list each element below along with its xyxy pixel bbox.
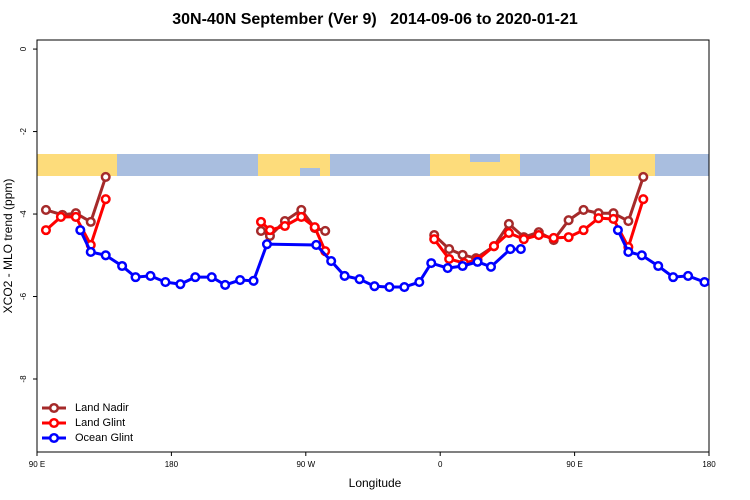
data-point [505, 244, 516, 255]
data-point [518, 234, 529, 245]
data-point [85, 246, 96, 258]
data-point [100, 194, 111, 205]
data-point [442, 263, 453, 274]
data-point [369, 281, 380, 292]
plot-frame [36, 39, 710, 453]
x-tick-label: 90 E [29, 460, 45, 469]
data-point [354, 274, 365, 285]
y-tick-label: -2 [19, 127, 28, 135]
data-point [472, 256, 483, 267]
data-point [235, 274, 246, 286]
data-point [533, 230, 544, 241]
data-point [503, 227, 514, 239]
data-point [296, 211, 307, 222]
data-point [130, 272, 141, 283]
data-point [563, 215, 574, 226]
data-point [175, 279, 186, 290]
data-point [261, 239, 273, 250]
data-point [264, 225, 276, 236]
data-point [699, 277, 710, 288]
data-point [414, 277, 425, 288]
data-point [40, 225, 52, 236]
series-line [45, 176, 645, 260]
legend-label: Ocean Glint [75, 432, 133, 444]
data-point [426, 258, 437, 269]
y-tick-label: -6 [19, 292, 28, 300]
data-point [563, 232, 574, 243]
legend-marker [48, 417, 60, 429]
data-point [279, 220, 290, 232]
map-band [37, 154, 709, 176]
data-point [70, 211, 81, 222]
legend-label: Land Glint [75, 417, 125, 429]
data-point [444, 244, 455, 255]
data-point [608, 213, 619, 225]
data-point [503, 218, 514, 229]
data-point [668, 272, 679, 283]
data-point [255, 216, 267, 227]
series-line [44, 198, 645, 265]
data-point [100, 250, 111, 261]
data-point [40, 204, 52, 215]
data-point [339, 270, 350, 281]
data-point [638, 194, 649, 205]
data-point [309, 222, 320, 233]
x-tick-label: 90 E [566, 460, 582, 469]
data-point [160, 277, 171, 288]
chart-title: 30N-40N September (Ver 9) 2014-09-06 to … [172, 11, 578, 28]
legend-marker [48, 402, 60, 414]
data-point [320, 225, 331, 236]
data-point [457, 249, 468, 260]
data-point [384, 281, 395, 293]
data-point [457, 260, 468, 272]
data-point [593, 213, 604, 224]
series-line [78, 229, 706, 289]
data-point [311, 239, 322, 251]
data-point [75, 225, 86, 236]
legend-label: Land Nadir [75, 402, 129, 414]
x-tick-label: 180 [702, 460, 716, 469]
data-point [190, 272, 201, 283]
legend: Land Nadir Land Glint Ocean Glint [42, 402, 133, 444]
y-axis-label: XCO2 - MLO trend (ppm) [1, 179, 15, 314]
data-point [636, 250, 647, 261]
y-tick-label: -8 [19, 375, 28, 383]
legend-marker [48, 432, 60, 444]
data-point [515, 244, 526, 255]
data-point [578, 204, 589, 215]
data-point [578, 225, 589, 236]
x-tick-label: 0 [438, 460, 443, 469]
data-point [638, 171, 649, 182]
data-point [683, 270, 694, 281]
data-point [548, 232, 559, 244]
data-point [485, 261, 497, 272]
x-axis-label: Longitude [349, 476, 402, 490]
data-point [85, 216, 96, 227]
data-point [488, 241, 500, 252]
data-point [117, 260, 128, 272]
data-point [145, 270, 156, 281]
data-point [100, 171, 111, 182]
data-point [55, 211, 66, 222]
data-point [444, 253, 455, 265]
x-tick-label: 180 [165, 460, 179, 469]
data-point [429, 234, 440, 245]
y-tick-label: -4 [19, 210, 28, 218]
data-point [653, 260, 664, 272]
data-point [326, 256, 337, 267]
data-point [623, 215, 634, 227]
x-tick-label: 90 W [296, 460, 315, 469]
data-point [255, 225, 267, 236]
y-tick-label: 0 [19, 46, 28, 51]
data-point [248, 275, 259, 286]
data-point [623, 246, 634, 258]
data-point [206, 272, 217, 283]
data-point [399, 281, 410, 293]
data-point [612, 225, 623, 236]
data-point [220, 279, 231, 291]
